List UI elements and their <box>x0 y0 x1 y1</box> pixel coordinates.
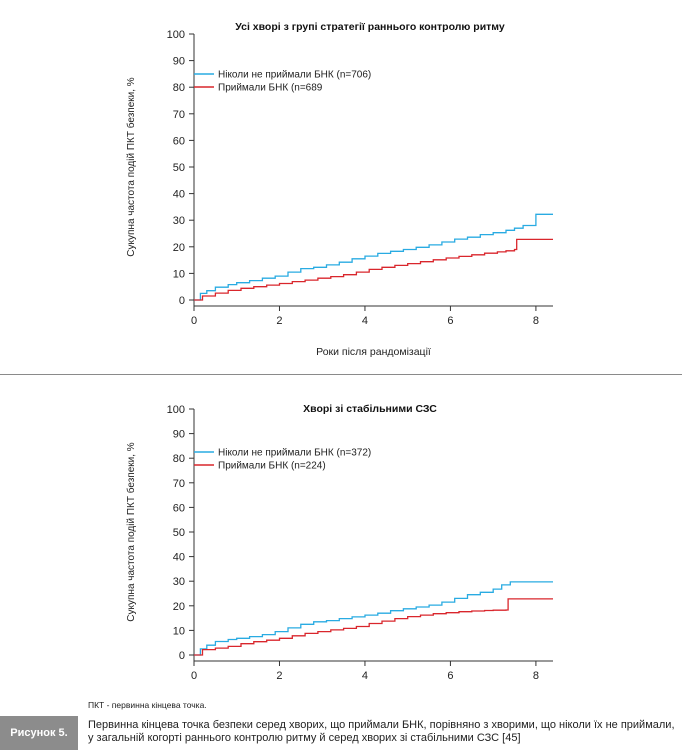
x-tick-label: 6 <box>447 315 453 327</box>
y-tick-label: 30 <box>173 215 185 227</box>
series-line-never-bnk <box>194 581 553 656</box>
y-tick-label: 60 <box>173 502 185 514</box>
x-tick-label: 8 <box>533 315 539 327</box>
legend-label: Приймали БНК (n=224) <box>218 461 326 472</box>
y-tick-label: 30 <box>173 576 185 588</box>
y-tick-label: 50 <box>173 162 185 174</box>
x-tick-label: 0 <box>191 315 197 327</box>
y-tick-label: 20 <box>173 601 185 613</box>
legend-label: Ніколи не приймали БНК (n=372) <box>218 448 371 459</box>
figure-label: Рисунок 5. <box>0 716 78 750</box>
y-tick-label: 10 <box>173 625 185 637</box>
y-tick-label: 10 <box>173 268 185 280</box>
abbreviation-footnote: ПКТ - первинна кінцева точка. <box>88 700 207 710</box>
y-tick-label: 60 <box>173 135 185 147</box>
figure-caption-text: Первинна кінцева точка безпеки серед хво… <box>88 719 675 744</box>
x-tick-label: 4 <box>362 670 368 682</box>
series-line-bnk <box>194 238 553 301</box>
y-tick-label: 80 <box>173 453 185 465</box>
y-tick-label: 90 <box>173 56 185 68</box>
y-tick-label: 70 <box>173 109 185 121</box>
y-tick-label: 100 <box>167 404 185 416</box>
series-line-never-bnk <box>194 213 553 301</box>
y-tick-label: 40 <box>173 552 185 564</box>
x-tick-label: 8 <box>533 670 539 682</box>
y-tick-label: 20 <box>173 242 185 254</box>
y-tick-label: 70 <box>173 478 185 490</box>
chart-all-patients: 0 10 20 30 40 50 60 70 80 90 100 0 2 4 6 8 Усі хворі з г… <box>125 21 553 358</box>
y-tick-label: 50 <box>173 527 185 539</box>
y-tick-label: 40 <box>173 189 185 201</box>
legend-label: Приймали БНК (n=689 <box>218 83 323 94</box>
y-tick-label: 80 <box>173 82 185 94</box>
x-tick-label: 6 <box>447 670 453 682</box>
figure-caption: Рисунок 5. Первинна кінцева точка безпек… <box>0 716 682 750</box>
y-tick-label: 0 <box>179 295 185 307</box>
chart-stable-patients: 0 10 20 30 40 50 60 70 80 90 100 0 2 4 6 8 Хворі зі стаб… <box>125 403 553 682</box>
y-axis-label: Сукупна частота подій ПКТ безпеки, % <box>125 442 137 621</box>
chart-title: Усі хворі з групі стратегії раннього кон… <box>235 21 505 33</box>
chart-title: Хворі зі стабільними СЗС <box>303 403 437 415</box>
y-tick-label: 90 <box>173 429 185 441</box>
x-tick-label: 2 <box>276 670 282 682</box>
x-axis-label: Роки після рандомізації <box>316 346 431 358</box>
y-axis-label: Сукупна частота подій ПКТ безпеки, % <box>125 77 137 256</box>
section-divider <box>0 374 682 375</box>
y-tick-label: 0 <box>179 650 185 662</box>
y-tick-label: 100 <box>167 29 185 41</box>
x-tick-label: 0 <box>191 670 197 682</box>
x-tick-label: 4 <box>362 315 368 327</box>
legend-label: Ніколи не приймали БНК (n=706) <box>218 70 371 81</box>
series-line-bnk <box>194 598 553 656</box>
x-tick-label: 2 <box>276 315 282 327</box>
